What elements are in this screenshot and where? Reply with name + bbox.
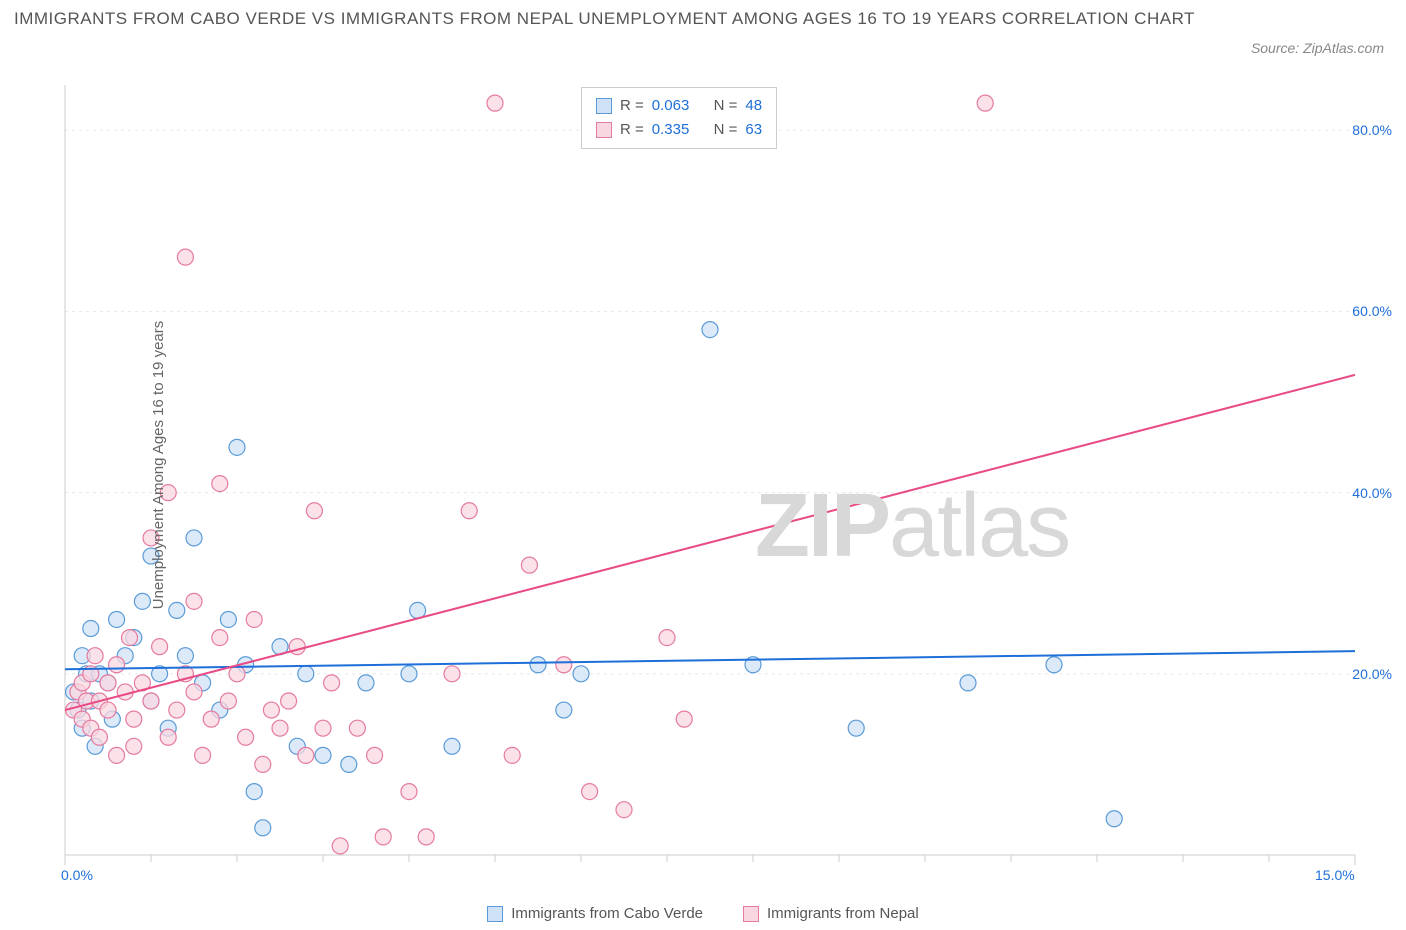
legend-swatch bbox=[743, 906, 759, 922]
legend-label: Immigrants from Cabo Verde bbox=[511, 905, 703, 922]
y-axis-label: Unemployment Among Ages 16 to 19 years bbox=[150, 321, 167, 610]
n-label: N = bbox=[714, 94, 738, 118]
legend-item: Immigrants from Cabo Verde bbox=[487, 905, 703, 922]
legend-label: Immigrants from Nepal bbox=[767, 905, 919, 922]
y-tick-label: 80.0% bbox=[1352, 122, 1392, 138]
chart-title: IMMIGRANTS FROM CABO VERDE VS IMMIGRANTS… bbox=[14, 6, 1206, 32]
x-tick-max: 15.0% bbox=[1315, 867, 1355, 883]
n-value: 48 bbox=[745, 94, 762, 118]
chart-area: ZIPatlas R =0.063 N =48R =0.335 N =63 0.… bbox=[55, 85, 1390, 865]
r-label: R = bbox=[620, 118, 644, 142]
legend-swatch bbox=[487, 906, 503, 922]
r-label: R = bbox=[620, 94, 644, 118]
stats-legend-box: R = 0.063 N = 48 R = 0.335 N = 63 bbox=[581, 87, 777, 149]
y-tick-label: 40.0% bbox=[1352, 485, 1392, 501]
stats-row: R = 0.335 N = 63 bbox=[596, 118, 762, 142]
x-tick-min: 0.0% bbox=[61, 867, 93, 883]
r-value: 0.063 bbox=[652, 94, 690, 118]
n-value: 63 bbox=[745, 118, 762, 142]
legend-bottom: Immigrants from Cabo Verde Immigrants fro… bbox=[0, 905, 1406, 922]
stats-row: R = 0.063 N = 48 bbox=[596, 94, 762, 118]
y-tick-label: 60.0% bbox=[1352, 303, 1392, 319]
legend-swatch bbox=[596, 98, 612, 114]
source-attribution: Source: ZipAtlas.com bbox=[1251, 40, 1384, 56]
legend-item: Immigrants from Nepal bbox=[743, 905, 919, 922]
legend-swatch bbox=[596, 122, 612, 138]
y-tick-label: 20.0% bbox=[1352, 666, 1392, 682]
r-value: 0.335 bbox=[652, 118, 690, 142]
n-label: N = bbox=[714, 118, 738, 142]
scatter-chart-svg bbox=[55, 85, 1395, 865]
